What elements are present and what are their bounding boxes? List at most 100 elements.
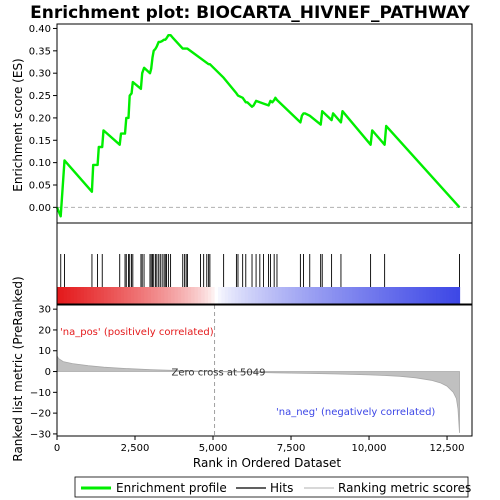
rank-color-cell [372,287,377,304]
rank-color-cell [137,287,142,304]
negative-correlation-label: 'na_neg' (negatively correlated) [276,407,435,418]
top-y-tick-label: 0.20 [29,113,51,124]
chart-legend: Enrichment profile Hits Ranking metric s… [74,476,471,498]
rank-color-cell [409,287,414,304]
rank-color-cell [107,287,112,304]
bottom-y-tick-label: −10 [30,388,51,399]
rank-color-cell [207,287,212,304]
top-y-tick-label: 0.35 [29,46,51,57]
rank-color-cell [110,287,115,304]
rank-color-cell [392,287,397,304]
x-tick-label: 7,500 [277,443,306,454]
rank-color-cell [355,287,360,304]
rank-color-cell [358,287,363,304]
rank-color-cell [425,287,430,304]
rank-color-cell [160,287,165,304]
top-y-tick-label: 0.25 [29,91,51,102]
rank-color-cell [218,287,222,304]
rank-color-cell [127,287,132,304]
rank-color-cell [429,287,434,304]
rank-color-cell [70,287,75,304]
rank-color-cell [301,287,306,304]
rank-color-cell [251,287,256,304]
rank-color-cell [365,287,370,304]
x-tick-label: 10,000 [352,443,387,454]
rank-color-cell [130,287,135,304]
rank-color-cell [60,287,65,304]
rank-color-cell [275,287,279,304]
top-y-tick-label: 0.00 [29,203,51,214]
rank-color-cell [93,287,98,304]
bottom-y-tick-label: 0 [45,367,51,378]
rank-color-cell [342,287,347,304]
rank-color-cell [154,287,159,304]
legend-label-enrichment: Enrichment profile [116,481,227,495]
rank-color-cell [181,287,186,304]
top-y-tick-label: 0.15 [29,136,51,147]
top-y-tick-label: 0.05 [29,180,51,191]
top-y-axis-label: Enrichment score (ES) [11,58,25,191]
rank-color-cell [389,287,394,304]
rank-color-cell [211,287,216,304]
rank-color-cell [318,287,323,304]
rank-color-cell [278,287,283,304]
enrichment-profile-line [55,34,461,218]
rank-color-cell [90,287,95,304]
rank-color-cell [261,287,266,304]
bottom-y-axis-label: Ranked list metric (PreRanked) [11,276,25,461]
rank-color-cell [412,287,417,304]
rank-color-cell [432,287,437,304]
rank-color-cell [422,287,427,304]
rank-color-cell [204,287,209,304]
rank-color-cell [191,287,196,304]
rank-color-cell [419,287,424,304]
chart-title: Enrichment plot: BIOCARTA_HIVNEF_PATHWAY [30,3,470,23]
bottom-plot-border [56,304,473,437]
rank-color-cell [214,287,219,304]
rank-color-cell [352,287,357,304]
rank-color-cell [67,287,72,304]
rank-color-cell [321,287,326,304]
rank-color-cell [415,287,420,304]
rank-color-cell [436,287,440,304]
rank-color-cell [382,287,387,304]
rank-color-cell [291,287,296,304]
top-plot-area [57,24,472,223]
legend-label-hits: Hits [270,481,293,495]
rank-color-cell [100,287,105,304]
rank-color-cell [73,287,78,304]
rank-color-cell [228,287,233,304]
rank-color-cell [177,287,182,304]
legend-label-metric: Ranking metric scores [338,481,471,495]
rank-color-cell [114,287,118,304]
rank-color-cell [315,287,320,304]
rank-color-cell [285,287,290,304]
rank-color-cell [258,287,263,304]
rank-color-cell [449,287,454,304]
rank-color-cell [442,287,447,304]
ranking-metric-area [56,354,460,433]
top-y-tick-label: 0.40 [29,24,51,35]
rank-color-cell [87,287,92,304]
rank-color-cell [97,287,102,304]
rank-color-cell [117,287,122,304]
rank-color-cell [328,287,333,304]
rank-color-cell [80,287,85,304]
rank-color-cell [103,287,108,304]
rank-color-cell [375,287,380,304]
x-tick-label: 12,500 [430,443,465,454]
rank-color-cell [379,287,383,304]
rank-color-cell [271,287,276,304]
rank-color-cell [144,287,149,304]
rank-color-cell [231,287,236,304]
rank-color-cell [147,287,152,304]
rank-color-cell [83,287,88,304]
rank-color-cell [244,287,249,304]
rank-color-cell [402,287,407,304]
rank-color-cell [308,287,313,304]
rank-color-cell [150,287,155,304]
rank-color-cell [63,287,68,304]
rank-color-cell [335,287,340,304]
rank-color-cell [197,287,202,304]
